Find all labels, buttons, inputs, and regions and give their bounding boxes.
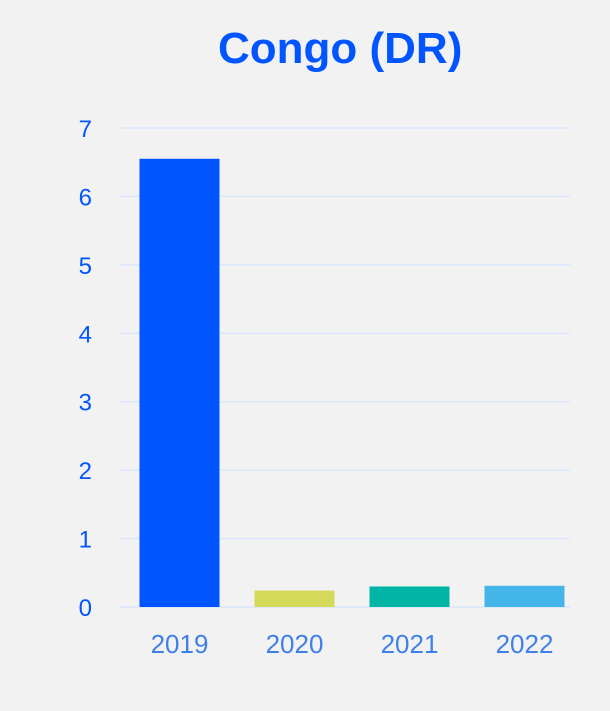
bar-2020 [254,590,335,607]
y-tick-label: 1 [79,527,92,554]
bar-2021 [369,586,450,607]
bars [139,158,565,608]
y-axis-ticks: 0 1 2 3 4 5 6 7 [79,116,92,622]
y-tick-label: 4 [79,321,92,348]
y-tick-label: 7 [79,116,92,143]
x-tick-label: 2021 [381,629,439,659]
x-tick-label: 2020 [266,629,324,659]
y-tick-label: 6 [79,184,92,211]
y-tick-label: 0 [79,595,92,622]
y-tick-label: 3 [79,390,92,417]
y-tick-label: 2 [79,458,92,485]
chart-title: Congo (DR) [218,24,463,73]
x-tick-label: 2019 [151,629,209,659]
x-axis-ticks: 2019 2020 2021 2022 [151,629,554,659]
x-tick-label: 2022 [496,629,554,659]
bar-2019 [139,158,220,608]
bar-2022 [484,585,565,607]
y-tick-label: 5 [79,253,92,280]
